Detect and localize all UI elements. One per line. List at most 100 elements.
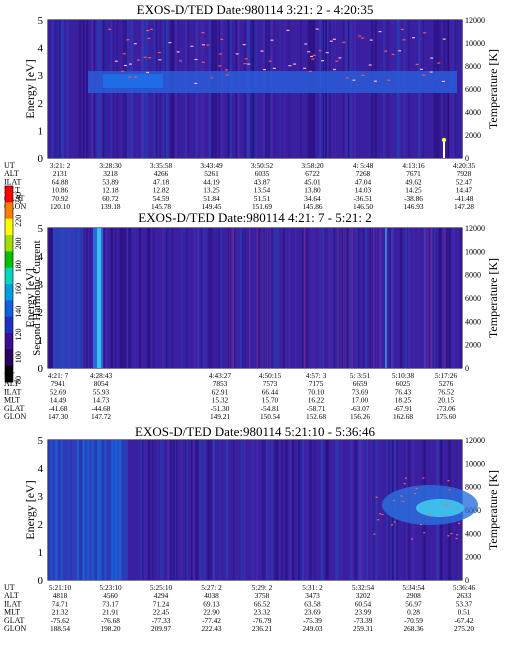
field-streak (318, 228, 322, 368)
y2-tick-label: 4000 (465, 108, 481, 117)
field-speck (361, 37, 365, 39)
table-cell: 7573 (263, 379, 278, 388)
field-streak (139, 228, 142, 368)
field-streak (78, 20, 81, 158)
table-cell: 51.51 (254, 194, 271, 203)
colorbar-swatch (5, 235, 13, 252)
table-cell: 54.59 (153, 194, 170, 203)
table-row-label: GLON (4, 202, 26, 211)
field-streak (88, 228, 90, 368)
field-streak (139, 440, 142, 580)
table-cell: 146.93 (403, 202, 423, 211)
table-cell: 4266 (154, 169, 169, 178)
table-cell: 6659 (353, 379, 368, 388)
field-streak-red (442, 228, 444, 368)
table-cell: 156.26 (350, 412, 370, 421)
field-streak (115, 228, 117, 368)
field-streak-red (392, 228, 394, 368)
field-streak (358, 440, 361, 580)
table-cell: 12.18 (102, 186, 119, 195)
field-speck (428, 513, 431, 515)
field-streak (374, 228, 376, 368)
table-cell: 6722 (305, 169, 320, 178)
field-streak (166, 228, 170, 368)
field-streak (82, 20, 84, 158)
field-streak (427, 228, 431, 368)
table-cell: 3473 (305, 591, 320, 600)
table-cell: 5:17:26 (435, 371, 458, 380)
field-speck (190, 45, 194, 47)
field-streak (371, 228, 373, 368)
field-streak (405, 228, 407, 368)
table-cell: 23.32 (254, 608, 271, 617)
field-speck (176, 51, 180, 53)
table-cell: 2908 (406, 591, 421, 600)
table-cell: 7175 (309, 379, 324, 388)
table-cell: -58.71 (307, 404, 326, 413)
table-cell: 45.01 (304, 177, 321, 186)
field-speck (226, 74, 230, 76)
field-streak (439, 228, 442, 368)
field-speck (420, 523, 423, 526)
field-streak (120, 228, 123, 368)
table-cell: 8054 (94, 379, 109, 388)
table-cell: 0.51 (458, 608, 471, 617)
table-cell: 20.15 (438, 396, 455, 405)
field-streak (130, 228, 133, 368)
table-cell: 13.25 (203, 186, 220, 195)
field-streak (164, 440, 167, 580)
table-cell: 14.49 (50, 396, 67, 405)
field-speck (381, 513, 384, 516)
field-speck (243, 63, 247, 65)
field-speck (158, 59, 162, 61)
field-speck (235, 53, 239, 55)
field-speck (345, 77, 349, 79)
field-streak (218, 228, 221, 368)
field-streak (122, 228, 126, 368)
field-speck (402, 39, 406, 41)
left-streak (114, 440, 117, 580)
field-streak (49, 228, 53, 368)
colorbar-tick-label: 100 (14, 351, 23, 363)
colorbar-swatch (5, 202, 13, 220)
table-cell: 162.68 (393, 412, 413, 421)
field-streak (145, 440, 149, 580)
colorbar-swatch (5, 218, 13, 236)
field-speck (411, 538, 413, 540)
field-speck (375, 496, 378, 498)
left-streak (76, 440, 79, 580)
table-cell: 66.44 (262, 387, 279, 396)
field-streak (186, 440, 189, 580)
table-cell: 5:25:10 (150, 583, 173, 592)
table-cell: 7928 (457, 169, 472, 178)
table-cell: 12.82 (153, 186, 170, 195)
field-streak (269, 228, 271, 368)
field-streak (388, 228, 391, 368)
y2-tick-label: 0 (465, 576, 469, 585)
y-tick-label: 2 (38, 98, 44, 110)
field-streak (324, 228, 326, 368)
field-streak (276, 228, 280, 368)
field-streak-red (349, 228, 351, 368)
field-streak (219, 228, 223, 368)
field-streak (125, 228, 127, 368)
left-streak (118, 440, 121, 580)
y-tick-label: 2 (38, 519, 44, 531)
table-cell: 4818 (53, 591, 68, 600)
field-streak (325, 440, 329, 580)
y2-tick-label: 12000 (465, 224, 485, 233)
field-streak (271, 228, 273, 368)
field-speck (361, 74, 365, 76)
field-speck (325, 52, 329, 54)
field-speck (450, 533, 453, 535)
field-streak (150, 440, 152, 580)
field-streak-red (261, 228, 263, 368)
table-cell: 4:13:16 (402, 161, 425, 170)
table-cell: -77.33 (152, 616, 171, 625)
colorbar-swatch (5, 300, 13, 318)
field-streak (134, 228, 137, 368)
left-streak (104, 440, 107, 580)
field-speck (315, 28, 319, 30)
y-tick-label: 5 (38, 15, 44, 27)
y-tick-label: 4 (38, 43, 44, 55)
